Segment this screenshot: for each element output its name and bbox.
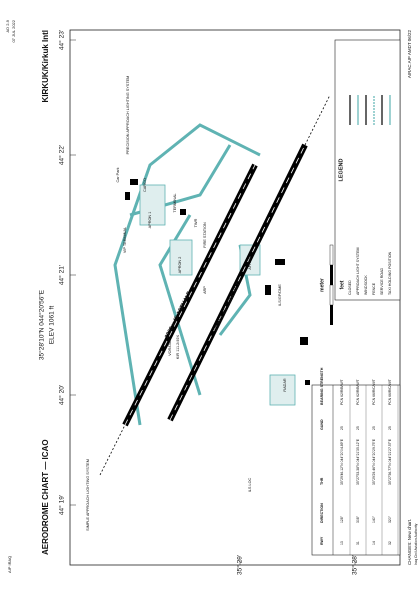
scale-bar-segment xyxy=(329,284,334,306)
map-label: ARP xyxy=(203,286,207,294)
building xyxy=(130,179,138,185)
buildings xyxy=(125,179,310,385)
building xyxy=(265,285,271,295)
legend-box xyxy=(334,39,401,301)
chart-title: AERODROME CHART — ICAO xyxy=(41,439,50,555)
header-left: AIP IRAQ xyxy=(7,556,12,573)
header-right: AD 2-9 xyxy=(5,19,10,32)
footer-changes: CHANGES: New chart. xyxy=(407,519,412,565)
longitude-label: 44° 19' xyxy=(58,495,66,515)
table-header: DIRECTION xyxy=(320,503,324,523)
table-cell: 35°27'36.77"N 044°21'27.57"E xyxy=(388,438,392,485)
header-right-date: 07 JUL 2022 xyxy=(11,19,16,42)
latitude-label: 35° 28' xyxy=(351,555,359,575)
latitude-label: 35° 29' xyxy=(236,555,244,575)
approach-lights xyxy=(304,94,331,146)
table-header: RWY xyxy=(320,536,324,545)
table-cell: 35°29'29.46"N 044°20'29.75"E xyxy=(372,438,376,485)
table-cell: 32 xyxy=(388,541,392,545)
scale-bar-segment xyxy=(329,244,334,266)
map-label: VIP TERMINAL xyxy=(123,227,127,253)
table-cell: PCN 62/R/B/W/T xyxy=(356,379,360,405)
building xyxy=(180,209,186,215)
table-cell: PCN 66/R/C/W/T xyxy=(372,379,376,405)
footer-amdt: AIRAC AIP AMDT 06/22 xyxy=(407,30,412,79)
table-cell: 25 xyxy=(340,426,344,430)
table-header: GUND xyxy=(320,419,324,430)
table-cell: 140° xyxy=(372,515,376,523)
legend-item: WINDSOCK xyxy=(364,275,368,295)
map-label: PRECISION APPROACH LIGHTING SYSTEM xyxy=(126,76,130,155)
table-cell: 13 xyxy=(340,541,344,545)
table-cell: PCN 66/R/C/W/T xyxy=(388,379,392,405)
legend-item: APPROACH LIGHT SYSTEM xyxy=(356,248,360,295)
longitude-label: 44° 20' xyxy=(58,385,66,405)
coordinates: 35°28'10"N 044°20'56"E xyxy=(38,289,46,360)
building xyxy=(275,259,285,265)
table-cell: 25 xyxy=(388,426,392,430)
map-label: CARGO xyxy=(143,178,147,192)
table-cell: 14 xyxy=(372,541,376,545)
map-label: VOR/DME xyxy=(168,338,172,356)
table-header: BEARING STRENGTH xyxy=(320,367,324,405)
approach-lights xyxy=(99,424,126,476)
legend-item: CLOSED xyxy=(348,280,352,295)
scale-unit: feet xyxy=(339,280,345,289)
table-cell: 25 xyxy=(372,426,376,430)
map-label: Car Park xyxy=(116,167,120,182)
map-label: RADAR xyxy=(283,378,287,392)
building xyxy=(305,380,310,385)
scale-unit: meter xyxy=(319,278,325,292)
map-label: APRON 2 xyxy=(178,257,182,274)
map-label: APRON 1 xyxy=(148,212,152,229)
table-cell: PCN 62/R/B/W/T xyxy=(340,379,344,405)
aprons xyxy=(139,184,296,406)
table-cell: 31 xyxy=(356,541,360,545)
map-label: FIRE STATION xyxy=(203,222,207,248)
table-cell: 308° xyxy=(356,515,360,523)
legend-title: LEGEND xyxy=(338,159,344,182)
table-cell: 320° xyxy=(388,515,392,523)
longitude-label: 44° 22' xyxy=(58,145,66,165)
building xyxy=(125,192,130,200)
building xyxy=(300,337,308,345)
table-header: THR xyxy=(320,477,324,485)
longitude-label: 44° 21' xyxy=(58,265,66,285)
legend-item: FENCE xyxy=(372,282,376,295)
longitude-label: 44° 23' xyxy=(58,30,66,50)
map-label: ILS LOC xyxy=(248,477,252,492)
table-cell: 128° xyxy=(340,515,344,523)
landscape-sheet: AIP IRAQ AD 2-9 07 JUL 2022 AERODROME CHART… xyxy=(5,19,418,575)
apron-area xyxy=(169,239,193,276)
table-box xyxy=(311,384,401,556)
map-label: ILS/GP/DME xyxy=(278,284,282,306)
map-label: KIR 111.2/49X xyxy=(176,334,180,359)
table-cell: 35°27'53.38"N 044°21'35.12"E xyxy=(356,438,360,485)
runway-centerline xyxy=(124,164,256,426)
apron-area xyxy=(139,184,166,226)
elevation: ELEV 1061 ft xyxy=(49,306,56,344)
taxiway xyxy=(158,214,202,396)
runway-centerline xyxy=(169,144,306,421)
table-cell: 35°29'46.12"N 044°20'04.89"E xyxy=(340,438,344,485)
legend-item: TAXI HOLDING POSITION xyxy=(388,251,392,295)
footer-authority: Iraq Civil Aviation Authority xyxy=(414,523,418,565)
map-label: SIMPLE APPROACH LIGHTING SYSTEM xyxy=(86,459,90,531)
apron-area xyxy=(269,374,296,406)
aerodrome-name: KIRKUK/Kirkuk Intl xyxy=(41,30,50,102)
table-cell: 25 xyxy=(356,426,360,430)
map-label: TWR xyxy=(194,218,198,227)
map-label: APRON xyxy=(248,256,252,270)
map-label: TERMINAL xyxy=(173,193,177,212)
taxiway xyxy=(113,123,261,426)
legend-item: SERVICE ROAD xyxy=(380,268,384,295)
